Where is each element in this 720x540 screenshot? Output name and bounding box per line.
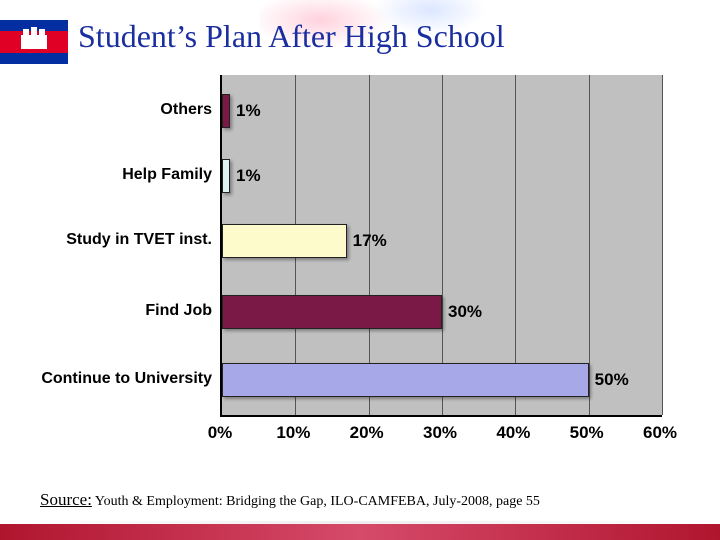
cambodia-flag-icon	[0, 20, 68, 64]
bar	[222, 159, 230, 193]
bar-row: 1%	[222, 94, 261, 128]
bar	[222, 363, 589, 397]
bar-value-label: 30%	[448, 302, 482, 322]
category-label: Continue to University	[37, 370, 212, 388]
x-axis-tick-label: 50%	[570, 423, 604, 443]
bar-value-label: 50%	[595, 370, 629, 390]
category-label: Study in TVET inst.	[37, 231, 212, 249]
bar-value-label: 1%	[236, 101, 261, 121]
bar-row: 50%	[222, 363, 629, 397]
bar-value-label: 17%	[353, 231, 387, 251]
category-label: Find Job	[37, 302, 212, 320]
source-citation: Source: Youth & Employment: Bridging the…	[40, 490, 540, 510]
x-axis-tick-label: 10%	[276, 423, 310, 443]
bar	[222, 295, 442, 329]
x-axis-tick-label: 40%	[496, 423, 530, 443]
source-text: Youth & Employment: Bridging the Gap, IL…	[92, 494, 540, 509]
x-axis-tick-label: 0%	[208, 423, 233, 443]
source-lead: Source:	[40, 490, 92, 509]
bar	[222, 224, 347, 258]
bar-chart: 1% 1% 17% 30% 50% Others Help Family Study in …	[40, 75, 680, 460]
bar-row: 30%	[222, 295, 482, 329]
bar-row: 17%	[222, 224, 387, 258]
chart-gridline	[662, 75, 663, 415]
chart-plot-area: 1% 1% 17% 30% 50%	[220, 75, 662, 417]
category-label: Help Family	[37, 166, 212, 184]
page-title: Student’s Plan After High School	[78, 18, 505, 55]
bar-row: 1%	[222, 159, 261, 193]
x-axis-tick-label: 30%	[423, 423, 457, 443]
footer-accent-bar	[0, 524, 720, 540]
x-axis-tick-label: 20%	[350, 423, 384, 443]
category-label: Others	[37, 101, 212, 119]
bar-value-label: 1%	[236, 166, 261, 186]
bar	[222, 94, 230, 128]
x-axis-tick-label: 60%	[643, 423, 677, 443]
